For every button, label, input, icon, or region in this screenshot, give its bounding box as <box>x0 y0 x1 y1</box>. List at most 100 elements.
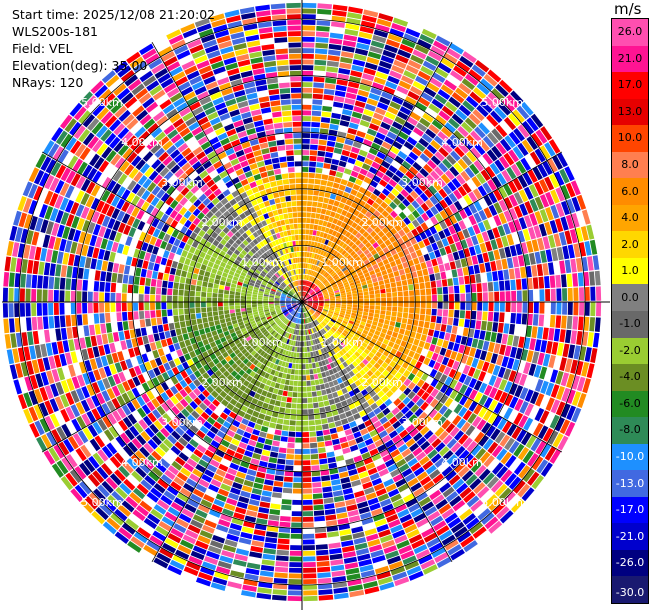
velocity-gate <box>536 326 544 339</box>
velocity-gate <box>317 293 323 296</box>
velocity-gate <box>444 206 453 217</box>
velocity-gate <box>525 265 532 278</box>
velocity-gate <box>44 400 54 415</box>
velocity-gate <box>302 358 306 364</box>
velocity-gate <box>218 332 225 339</box>
velocity-gate <box>540 443 552 458</box>
velocity-gate <box>453 317 459 327</box>
velocity-gate <box>549 315 556 328</box>
velocity-gate <box>192 356 200 364</box>
velocity-gate <box>204 271 211 278</box>
velocity-gate <box>335 345 341 352</box>
velocity-gate <box>370 324 377 330</box>
velocity-gate <box>282 390 288 397</box>
velocity-gate <box>318 343 323 349</box>
velocity-gate <box>184 395 193 404</box>
velocity-gate <box>356 130 366 138</box>
velocity-gate <box>169 267 177 275</box>
velocity-gate <box>105 282 111 292</box>
velocity-gate <box>355 365 363 372</box>
velocity-gate <box>323 308 329 312</box>
velocity-gate <box>333 314 339 318</box>
velocity-gate <box>268 514 280 521</box>
velocity-gate <box>425 209 434 219</box>
velocity-gate <box>458 276 465 285</box>
velocity-gate <box>189 296 195 302</box>
velocity-gate <box>365 533 379 542</box>
velocity-gate <box>295 341 298 347</box>
velocity-gate <box>302 375 307 381</box>
velocity-gate <box>559 357 567 372</box>
velocity-gate <box>334 258 340 264</box>
velocity-gate <box>210 478 222 488</box>
velocity-gate <box>321 226 326 232</box>
velocity-gate <box>369 305 375 310</box>
velocity-gate <box>503 368 512 380</box>
velocity-gate <box>276 319 281 325</box>
velocity-gate <box>298 369 302 375</box>
velocity-gate <box>453 222 462 233</box>
velocity-gate <box>185 367 193 376</box>
velocity-gate <box>429 226 438 235</box>
velocity-gate <box>208 360 215 369</box>
velocity-gate <box>446 325 453 333</box>
velocity-gate <box>334 309 340 312</box>
velocity-gate <box>168 274 175 282</box>
velocity-gate <box>180 539 194 550</box>
velocity-gate <box>193 448 204 458</box>
velocity-gate <box>388 519 401 529</box>
velocity-gate <box>305 306 310 310</box>
velocity-gate <box>415 549 431 560</box>
velocity-gate <box>434 93 448 105</box>
velocity-gate <box>306 257 309 263</box>
velocity-gate <box>6 349 15 365</box>
velocity-gate <box>230 283 237 288</box>
velocity-gate <box>253 313 259 318</box>
velocity-gate <box>260 495 272 503</box>
velocity-gate <box>88 455 100 469</box>
velocity-gate <box>44 205 54 220</box>
velocity-gate <box>323 306 329 309</box>
velocity-gate <box>540 250 547 263</box>
velocity-gate <box>545 191 555 206</box>
velocity-gate <box>549 414 560 430</box>
velocity-gate <box>411 367 419 376</box>
velocity-gate <box>269 343 275 349</box>
velocity-gate <box>330 374 337 381</box>
velocity-gate <box>303 550 316 556</box>
velocity-gate <box>387 75 400 85</box>
velocity-gate <box>251 304 257 308</box>
velocity-gate <box>179 422 189 432</box>
velocity-gate <box>203 421 213 430</box>
velocity-gate <box>370 117 382 126</box>
velocity-gate <box>109 364 118 375</box>
velocity-gate <box>333 495 345 503</box>
velocity-gate <box>358 302 364 305</box>
velocity-gate <box>345 231 352 238</box>
velocity-gate <box>370 87 382 96</box>
velocity-gate <box>357 37 372 45</box>
velocity-gate <box>392 302 398 307</box>
velocity-gate <box>388 272 395 279</box>
velocity-gate <box>468 377 478 389</box>
velocity-gate <box>438 364 447 373</box>
velocity-gate <box>506 234 515 246</box>
velocity-gate <box>314 272 319 278</box>
velocity-gate <box>302 465 311 471</box>
velocity-gate <box>275 561 289 567</box>
velocity-gate <box>487 281 494 292</box>
velocity-gate <box>116 407 127 419</box>
velocity-gate <box>334 225 340 232</box>
velocity-gate <box>116 395 126 407</box>
velocity-gate <box>348 370 355 378</box>
velocity-gate <box>427 329 435 337</box>
velocity-gate <box>263 346 269 352</box>
velocity-gate <box>436 338 444 347</box>
velocity-gate <box>161 302 167 310</box>
velocity-gate <box>348 320 355 325</box>
velocity-gate <box>375 271 382 278</box>
velocity-gate <box>343 168 352 175</box>
velocity-gate <box>319 330 324 336</box>
velocity-gate <box>224 309 230 315</box>
velocity-gate <box>318 299 324 302</box>
